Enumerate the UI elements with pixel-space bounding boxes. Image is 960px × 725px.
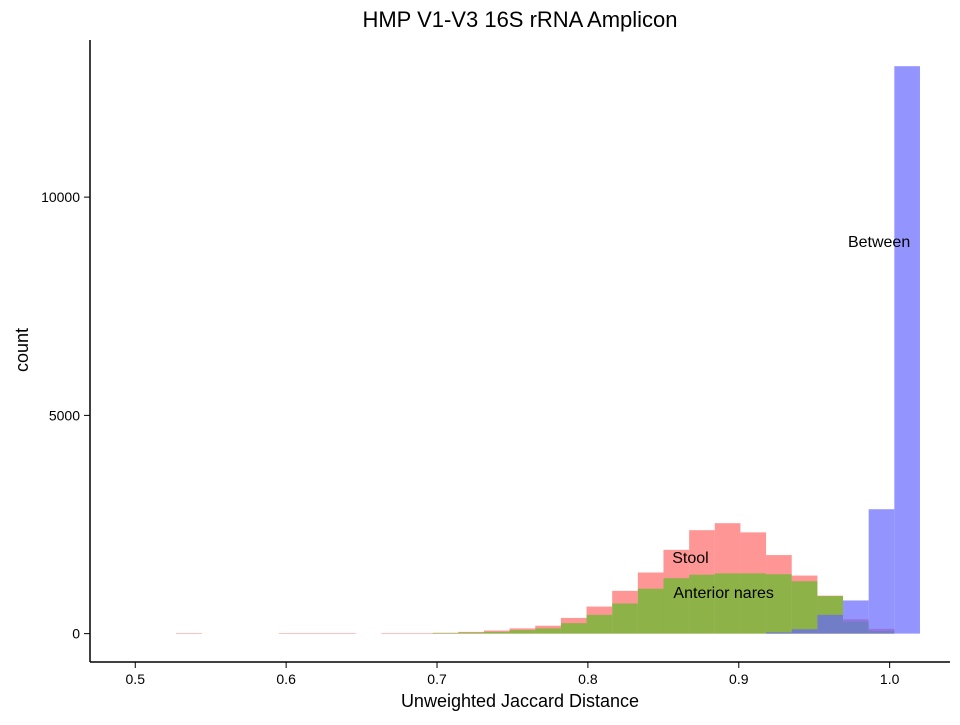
x-tick-label: 0.8 [578,671,598,687]
histogram-bar [304,633,331,634]
y-ticks: 0 5000 10000 [41,189,90,642]
histogram-bar [458,632,484,634]
histogram-bar [509,630,536,634]
histogram-bar [817,614,844,634]
annotations-layer: Between Stool Anterior nares [672,234,910,602]
x-axis-title: Unweighted Jaccard Distance [401,691,639,711]
histogram-bar [381,633,407,634]
histogram-bar [330,633,356,634]
series-annotation: Anterior nares [673,585,774,602]
series-annotation: Between [848,234,910,251]
histogram-bar [176,633,202,634]
histogram-bar [689,574,715,634]
y-tick-label: 10000 [41,189,80,205]
histogram-bar [868,509,895,634]
series-annotation: Stool [672,550,708,567]
histogram-bar [637,588,664,634]
y-tick-label: 0 [72,626,80,642]
histogram-bar [278,633,305,634]
x-tick-label: 1.0 [880,671,900,687]
histogram-bar [894,66,920,634]
x-tick-label: 0.7 [427,671,447,687]
y-tick-label: 5000 [49,407,80,423]
histogram-bar [843,600,869,634]
histogram-bar [432,632,459,634]
histogram-bar [766,632,792,634]
histogram-bar [714,573,741,634]
x-tick-label: 0.5 [126,671,146,687]
x-tick-label: 0.6 [276,671,296,687]
chart-title: HMP V1-V3 16S rRNA Amplicon [362,7,677,32]
histogram-bar [663,578,690,634]
y-axis-title: count [12,328,32,372]
bars-layer [176,66,920,634]
histogram-bar [483,631,510,634]
histogram-bar [586,614,613,634]
histogram-bar [535,628,561,634]
histogram-bar [560,623,587,634]
histogram-bar [791,629,818,634]
histogram-bar [766,574,792,634]
histogram-bar [740,573,767,634]
x-ticks: 0.5 0.6 0.7 0.8 0.9 1.0 [126,662,900,687]
histogram-bar [406,633,433,634]
x-tick-label: 0.9 [729,671,749,687]
histogram-bar [791,581,818,634]
histogram-bar [612,603,638,634]
